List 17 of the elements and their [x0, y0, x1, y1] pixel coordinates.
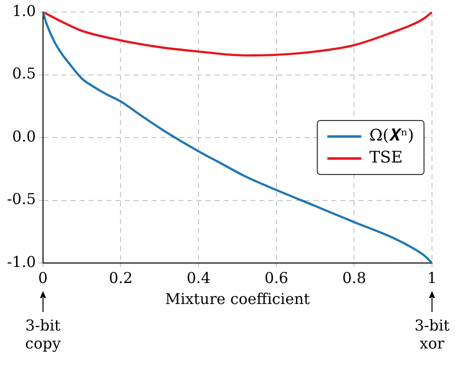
y-tick-label: 0.0	[12, 127, 36, 146]
line-series	[42, 12, 432, 263]
x-tick-label: 1	[427, 268, 437, 287]
legend-label: Ω(𝑿ⁿ)	[369, 126, 414, 145]
x-axis-title: Mixture coefficient	[165, 290, 310, 308]
y-tick-label: 1.0	[12, 2, 36, 20]
x-tick-label: 0	[38, 268, 48, 287]
x-tick-label: 0.6	[264, 268, 288, 287]
x-tick-label: 0.4	[186, 268, 210, 287]
text: 3-bit xor	[414, 316, 450, 352]
legend-label: TSE	[369, 148, 403, 167]
x-tick-label: 0.8	[342, 268, 366, 287]
text: 3-bit copy	[25, 316, 62, 352]
x-tick-label: 0.2	[108, 268, 133, 287]
y-tick-label: 0.5	[12, 64, 36, 83]
y-tick-label: -0.5	[6, 190, 36, 208]
y-tick-label: -1.0	[6, 252, 36, 271]
